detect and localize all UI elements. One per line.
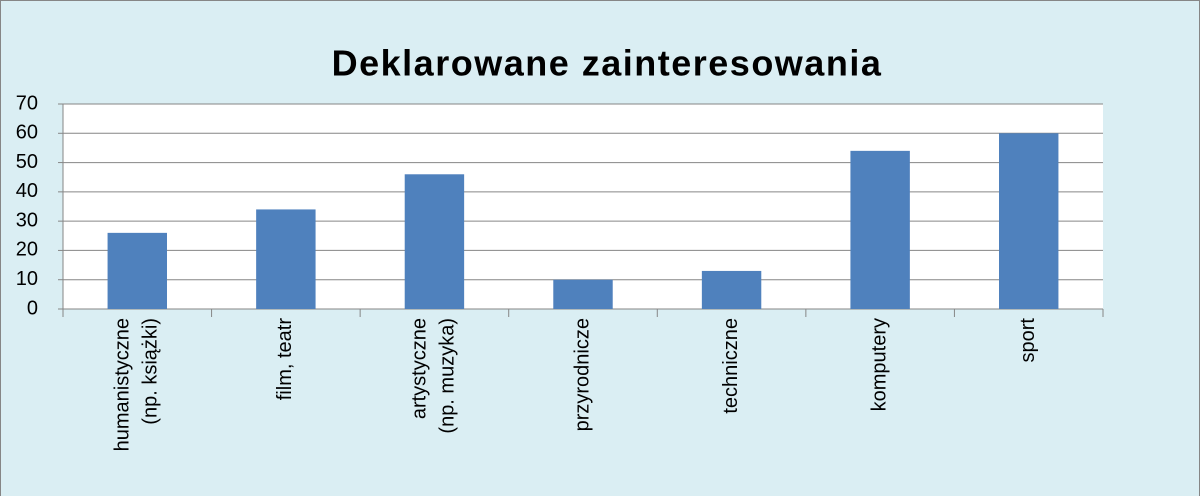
x-tick-label-line: (np. muzyka) — [437, 318, 459, 434]
x-tick-label-line: (np. książki) — [140, 318, 162, 425]
chart-title: Deklarowane zainteresowania — [332, 43, 883, 84]
bar — [107, 232, 167, 309]
y-tick-label: 50 — [16, 151, 38, 173]
y-tick-label: 70 — [16, 92, 38, 114]
x-tick-label-line: artystyczne — [409, 318, 431, 419]
bar — [701, 270, 762, 309]
y-tick-label: 10 — [16, 268, 38, 290]
x-tick-label: przyrodnicze — [571, 318, 593, 431]
x-tick-label-line: humanistyczne — [112, 318, 134, 451]
x-tick-label: film, teatr — [274, 318, 296, 401]
x-tick-label: humanistyczne (np. książki) — [112, 318, 162, 451]
bar — [553, 279, 613, 309]
bar — [850, 150, 910, 309]
bar — [256, 209, 316, 309]
y-tick-label: 60 — [16, 122, 38, 144]
x-tick-label: komputery — [868, 318, 890, 411]
bar — [404, 174, 465, 309]
y-tick-label: 0 — [27, 297, 38, 319]
y-tick-label: 40 — [16, 180, 38, 202]
x-tick-label: sport — [1017, 318, 1039, 363]
x-tick-label: artystyczne (np. muzyka) — [409, 318, 459, 434]
plot-area — [63, 104, 1103, 309]
bar — [999, 133, 1059, 309]
y-tick-label: 20 — [16, 239, 38, 261]
y-tick-label: 30 — [16, 209, 38, 231]
x-tick-label: techniczne — [720, 318, 742, 414]
